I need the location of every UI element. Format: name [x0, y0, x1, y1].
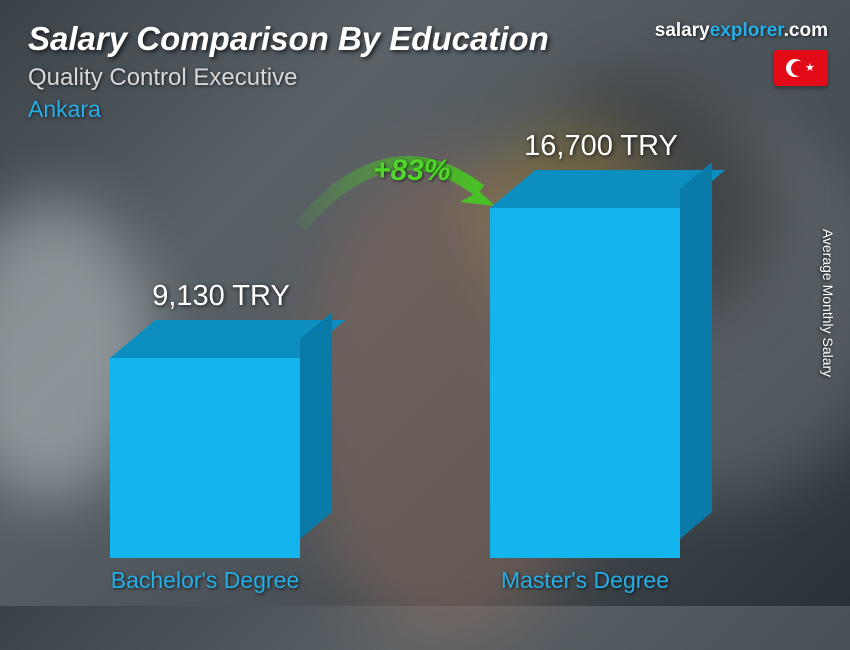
brand-text: salaryexplorer.com [655, 20, 828, 42]
flag-star-icon: ★ [805, 61, 815, 74]
content-root: Salary Comparison By Education Quality C… [0, 0, 850, 606]
percent-increase-badge: +83% [373, 154, 451, 188]
bar-front-face [110, 358, 300, 558]
bar-bachelors: 9,130 TRY Bachelor's Degree [110, 358, 300, 558]
brand-prefix: salary [655, 20, 710, 41]
branding: salaryexplorer.com ★ [655, 20, 828, 86]
bar-value-label: 9,130 TRY [110, 280, 332, 313]
bar-value-label: 16,700 TRY [490, 130, 712, 163]
y-axis-label: Average Monthly Salary [820, 229, 836, 377]
bar-masters: 16,700 TRY Master's Degree [490, 208, 680, 558]
bar-category-label: Bachelor's Degree [110, 567, 300, 594]
brand-mid: explorer [710, 20, 784, 41]
bar-side-face [680, 162, 712, 539]
flag-icon: ★ [774, 50, 828, 86]
bar-category-label: Master's Degree [490, 567, 680, 594]
bar-front-face [490, 208, 680, 558]
location-label: Ankara [28, 96, 822, 123]
bar-side-face [300, 312, 332, 539]
brand-suffix: .com [784, 20, 828, 41]
chart-area: +83% 9,130 TRY Bachelor's Degree 16,700 … [0, 136, 820, 606]
